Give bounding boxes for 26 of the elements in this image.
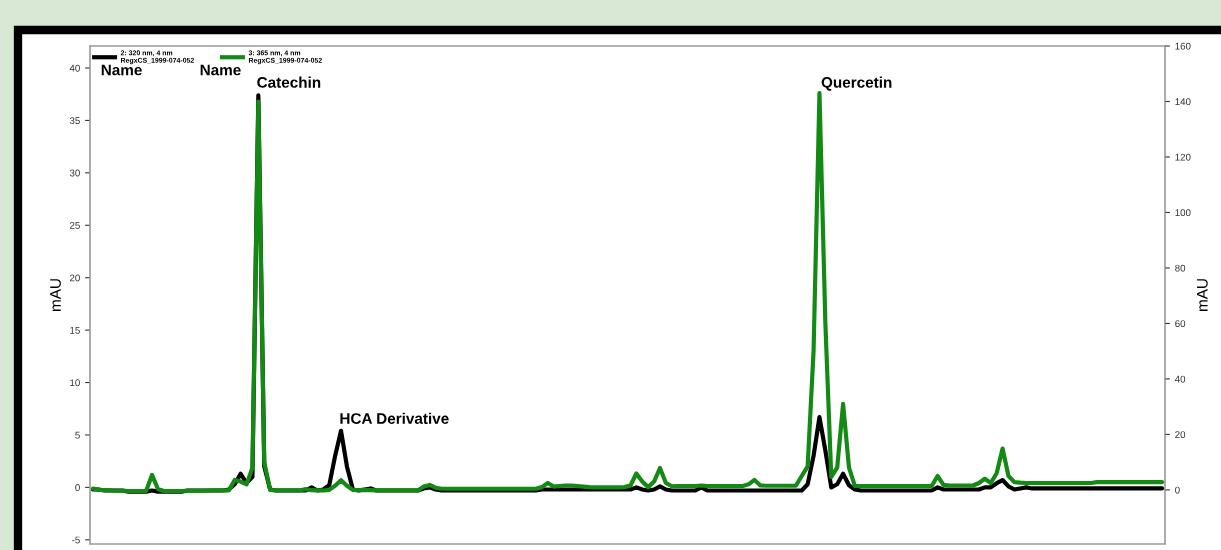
y2-axis-title: mAU xyxy=(1197,279,1208,311)
y-tick-label: 30 xyxy=(69,169,80,177)
y2-tick-label: 120 xyxy=(1175,153,1191,161)
y-axis-title: mAU xyxy=(50,279,61,311)
y2-tick-label: 40 xyxy=(1174,375,1186,383)
y-tick-label: 10 xyxy=(70,379,80,387)
y-tick-label: 0 xyxy=(75,484,80,491)
y-tick-label: 20 xyxy=(69,274,80,282)
annotation: Name xyxy=(200,64,241,76)
y2-tick-label: 0 xyxy=(1175,486,1180,494)
annotation: Quercetin xyxy=(821,76,892,91)
y-tick-label: 40 xyxy=(69,64,80,72)
annotation: Catechin xyxy=(257,76,321,88)
y2-tick-label: 100 xyxy=(1175,209,1191,217)
y2-tick-label: 140 xyxy=(1175,98,1191,106)
y-tick-label: -5 xyxy=(72,536,80,544)
y-tick-label: 15 xyxy=(70,326,80,334)
y2-tick-label: 20 xyxy=(1175,431,1186,439)
y-tick-label: 35 xyxy=(69,117,80,125)
y-tick-label: 5 xyxy=(75,431,80,439)
annotation: Name xyxy=(101,64,142,76)
y2-tick-label: 60 xyxy=(1175,320,1186,328)
y2-tick-label: 80 xyxy=(1175,264,1186,272)
annotation: HCA Derivative xyxy=(340,412,449,424)
y-tick-label: 25 xyxy=(69,222,80,229)
y2-tick-label: 160 xyxy=(1175,42,1191,50)
